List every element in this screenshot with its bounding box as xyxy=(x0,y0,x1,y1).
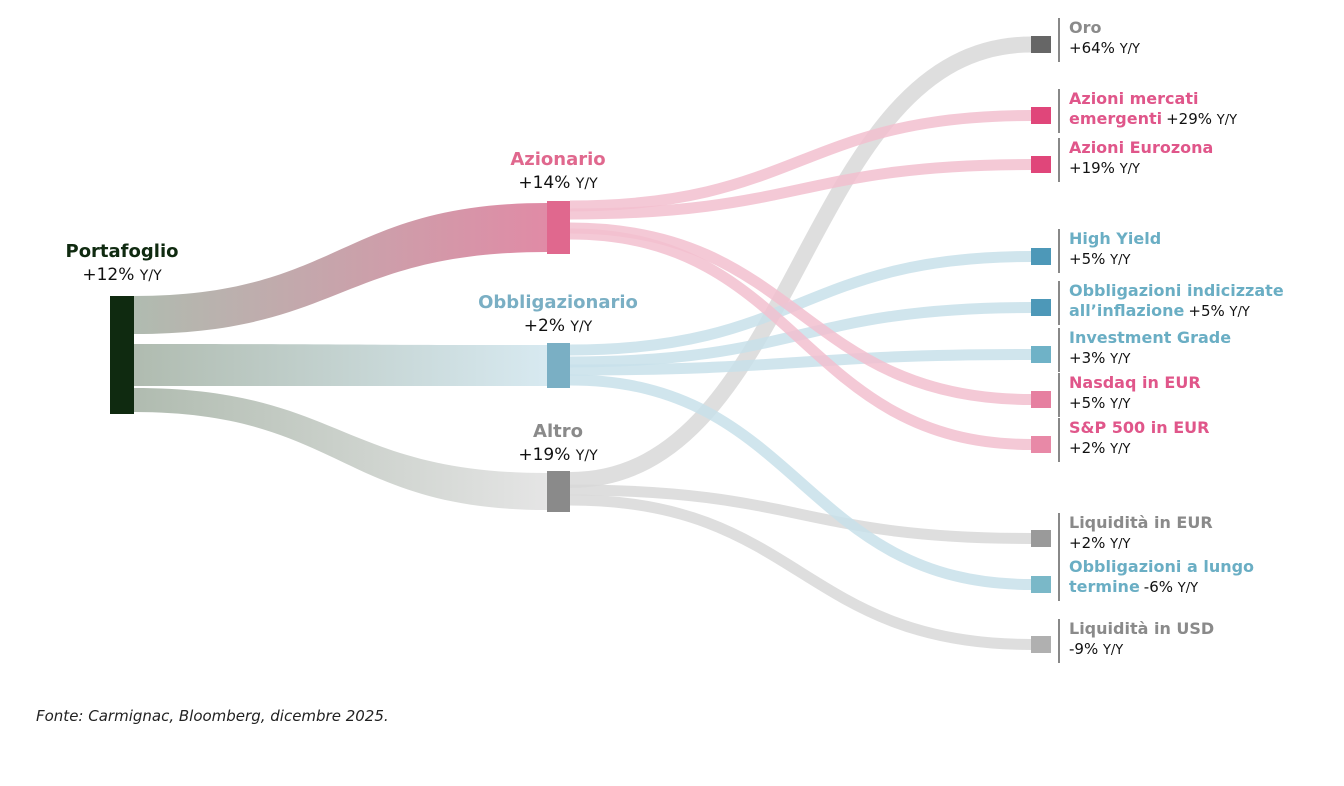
flow-altro-liquidita-usd xyxy=(569,494,1032,650)
leaf-divider-oro xyxy=(1058,18,1060,62)
node-value-portafoglio: +12% Y/Y xyxy=(82,265,162,285)
node-value-azionario: +14% Y/Y xyxy=(518,173,598,193)
leaf-divider-high-yield xyxy=(1058,229,1060,273)
node-liquidita-eur xyxy=(1031,530,1051,547)
flow-obbligazionario-obbligazioni-lungo xyxy=(569,374,1032,590)
flow-portafoglio-azionario xyxy=(134,203,547,334)
leaf-label-oro: Oro +64% Y/Y xyxy=(1069,18,1140,57)
flow-altro-oro xyxy=(569,36,1032,488)
node-value-obbligazionario: +2% Y/Y xyxy=(524,316,593,336)
leaf-divider-azioni-eurozona xyxy=(1058,138,1060,182)
node-azioni-emergenti xyxy=(1031,107,1051,124)
flow-portafoglio-obbligazionario xyxy=(134,344,547,386)
leaf-divider-azioni-emergenti xyxy=(1058,89,1060,133)
node-obbligazioni-lungo xyxy=(1031,576,1051,593)
leaf-divider-obbligazioni-lungo xyxy=(1058,557,1060,601)
flow-obbligazionario-high-yield xyxy=(569,251,1032,356)
leaf-label-obbligazioni-inflazione: Obbligazioni indicizzate all’inflazione +5… xyxy=(1069,281,1284,320)
leaf-label-nasdaq-eur: Nasdaq in EUR +5% Y/Y xyxy=(1069,373,1201,412)
leaf-divider-liquidita-usd xyxy=(1058,619,1060,663)
flows xyxy=(134,36,1032,650)
leaf-label-liquidita-usd: Liquidità in USD -9% Y/Y xyxy=(1069,619,1214,658)
node-obbligazioni-inflazione xyxy=(1031,299,1051,316)
leaf-label-investment-grade: Investment Grade +3% Y/Y xyxy=(1069,328,1231,367)
flow-azionario-azioni-eurozona xyxy=(569,159,1032,220)
leaf-divider-investment-grade xyxy=(1058,328,1060,372)
flow-altro-liquidita-eur xyxy=(569,484,1032,544)
node-obbligazionario xyxy=(547,343,570,388)
flow-azionario-azioni-emergenti xyxy=(569,110,1032,212)
node-label-altro: Altro xyxy=(533,421,583,442)
leaf-divider-nasdaq-eur xyxy=(1058,373,1060,417)
node-label-azionario: Azionario xyxy=(510,149,605,170)
labels: Portafoglio +12% Y/Y Azionario +14% Y/Y Obbl… xyxy=(66,18,1284,658)
node-altro xyxy=(547,471,570,512)
leaf-divider-sp500-eur xyxy=(1058,418,1060,462)
leaf-label-liquidita-eur: Liquidità in EUR +2% Y/Y xyxy=(1069,513,1213,552)
leaf-divider-liquidita-eur xyxy=(1058,513,1060,557)
flow-portafoglio-altro xyxy=(134,388,547,510)
leaf-label-sp500-eur: S&P 500 in EUR +2% Y/Y xyxy=(1069,418,1209,457)
node-azionario xyxy=(547,201,570,254)
node-label-portafoglio: Portafoglio xyxy=(66,241,179,262)
source-note: Fonte: Carmignac, Bloomberg, dicembre 20… xyxy=(36,707,389,725)
node-sp500-eur xyxy=(1031,436,1051,453)
node-azioni-eurozona xyxy=(1031,156,1051,173)
node-nasdaq-eur xyxy=(1031,391,1051,408)
nodes xyxy=(110,18,1060,663)
node-value-altro: +19% Y/Y xyxy=(518,445,598,465)
leaf-label-azioni-eurozona: Azioni Eurozona +19% Y/Y xyxy=(1069,138,1213,177)
node-oro xyxy=(1031,36,1051,53)
leaf-label-obbligazioni-lungo: Obbligazioni a lungo termine -6% Y/Y xyxy=(1069,557,1254,596)
node-label-obbligazionario: Obbligazionario xyxy=(478,292,638,313)
node-investment-grade xyxy=(1031,346,1051,363)
flow-obbligazionario-investment-grade xyxy=(569,349,1032,376)
leaf-divider-obbligazioni-inflazione xyxy=(1058,281,1060,325)
leaf-label-high-yield: High Yield +5% Y/Y xyxy=(1069,229,1161,268)
flow-azionario-sp500-eur xyxy=(569,228,1032,450)
node-portafoglio xyxy=(110,296,134,414)
sankey-diagram: Portafoglio +12% Y/Y Azionario +14% Y/Y Obbl… xyxy=(66,18,1284,663)
flow-azionario-nasdaq-eur xyxy=(569,222,1032,405)
node-liquidita-usd xyxy=(1031,636,1051,653)
leaf-label-azioni-emergenti: Azioni mercati emergenti +29% Y/Y xyxy=(1069,89,1237,128)
node-high-yield xyxy=(1031,248,1051,265)
